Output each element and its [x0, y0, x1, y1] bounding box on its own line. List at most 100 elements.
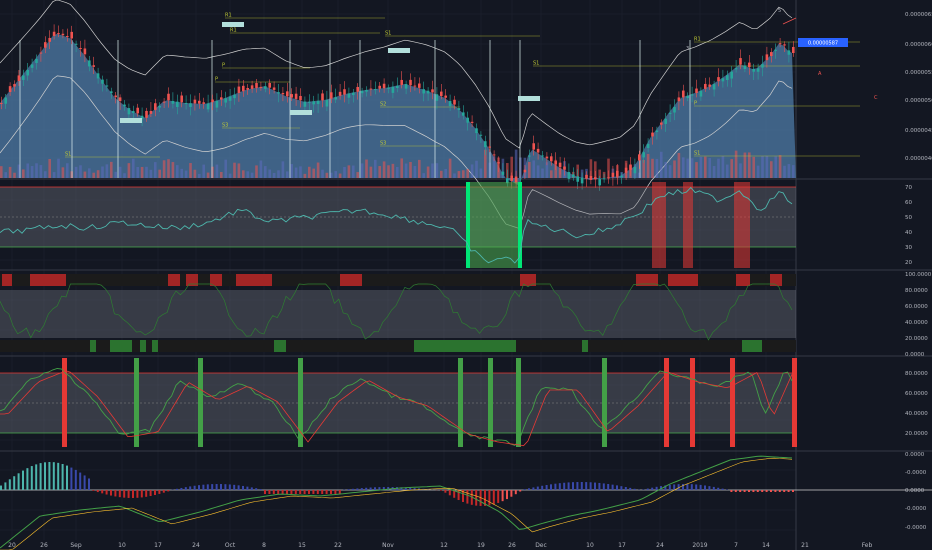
macd-hist-bar	[224, 484, 227, 490]
x-axis: 20 26 Sep 10 17 24 Oct 8 15 22 Nov 12 19 26 Dec 10 17 24 2…	[8, 542, 872, 549]
macd-hist-bar	[444, 490, 447, 493]
candle-body	[211, 99, 214, 103]
candle-body	[365, 89, 368, 92]
candle-body	[497, 162, 500, 164]
y-tick-label: 0.00000450	[905, 128, 932, 134]
stochastic-sell-bar	[62, 358, 67, 447]
candle-body	[602, 178, 606, 180]
x-tick-label: 21	[801, 542, 809, 549]
volume-bar	[382, 161, 386, 178]
macd-hist-bar	[127, 490, 130, 498]
macd-hist-bar	[211, 484, 214, 490]
macd-hist-bar	[774, 490, 777, 492]
candle-body	[154, 103, 157, 110]
volume-bar	[664, 162, 667, 178]
volume-bar	[413, 165, 417, 178]
macd-hist-bar	[378, 487, 381, 490]
volume-bar	[132, 158, 135, 178]
candle-body	[470, 121, 474, 123]
pivot-label: S1	[694, 151, 700, 157]
candle-body	[488, 146, 491, 148]
candle-body	[554, 161, 557, 165]
volume-bar	[404, 163, 408, 178]
pivot-label: S1	[65, 152, 71, 158]
pivot-label: R1	[694, 37, 701, 43]
macd-hist-bar	[497, 490, 500, 503]
y-tick-label: 0.00000550	[905, 70, 932, 76]
macd-hist-bar	[413, 488, 416, 490]
stoch-rsi-tick-label: 20.0000	[905, 336, 928, 342]
volume-bar	[369, 166, 373, 178]
candle-body	[228, 96, 232, 101]
macd-hist-bar	[268, 490, 271, 494]
projection-line	[782, 17, 797, 25]
rsi-overbought-zone	[683, 182, 693, 268]
volume-bar	[435, 163, 439, 178]
volume-bar	[492, 156, 496, 178]
volume-bar	[118, 166, 122, 178]
macd-hist-bar	[752, 490, 755, 492]
stoch-rsi-overbought-bar	[236, 274, 266, 286]
candle-body	[198, 100, 201, 104]
stochastic-tick-label: 60.0000	[905, 391, 928, 397]
macd-hist-bar	[567, 482, 570, 490]
candle-body	[563, 166, 566, 170]
volume-bar	[677, 152, 681, 178]
volume-bar	[528, 161, 531, 178]
volume-bar	[96, 170, 100, 178]
candle-body	[712, 84, 716, 90]
wave-label: C	[874, 95, 878, 101]
candle-body	[110, 91, 113, 94]
candle-body	[136, 107, 139, 114]
volume-bar	[17, 164, 21, 178]
candle-body	[589, 176, 593, 180]
volume-bar	[79, 165, 82, 178]
macd-hist-bar	[88, 478, 90, 490]
volume-bar	[101, 166, 104, 178]
x-tick-label: 17	[618, 542, 626, 549]
candle-body	[426, 90, 430, 94]
macd-tick-label: -0.0000	[905, 506, 927, 512]
bollinger-upper	[0, 0, 793, 149]
macd-hist-bar	[114, 490, 117, 497]
x-tick-label: 15	[298, 542, 306, 549]
candle-body	[501, 171, 505, 175]
stoch-rsi-overbought-bar	[186, 274, 198, 286]
candle-body	[132, 111, 135, 113]
volume-bar	[140, 166, 144, 178]
candle-body	[594, 177, 597, 180]
volume-bar	[312, 168, 315, 178]
volume-bar	[338, 173, 342, 178]
stoch-rsi-pane: 100.0000 80.0000 60.0000 40.0000 20.0000 0.00…	[0, 272, 932, 358]
macd-hist-bar	[96, 490, 99, 493]
stoch-rsi-overbought-bar	[340, 274, 362, 286]
macd-hist-bar	[70, 467, 73, 490]
macd-hist-bar	[598, 482, 601, 490]
candle-body	[39, 52, 43, 54]
x-tick-label: 24	[192, 542, 200, 549]
candlesticks	[0, 24, 795, 196]
macd-hist-bar	[743, 490, 746, 492]
macd-hist-bar	[580, 482, 583, 490]
candle-body	[770, 52, 773, 56]
volume-bar	[778, 155, 782, 178]
candle-body	[783, 44, 786, 46]
candle-body	[585, 174, 588, 179]
macd-hist-bar	[532, 487, 535, 490]
volume-bar	[704, 156, 707, 178]
candle-body	[787, 50, 791, 55]
macd-hist-bar	[22, 470, 24, 490]
macd-hist-bar	[673, 484, 676, 490]
macd-hist-bar	[572, 482, 574, 490]
macd-hist-bar	[387, 487, 390, 490]
stochastic-tick-label: 40.0000	[905, 411, 928, 417]
candle-body	[409, 79, 412, 86]
candle-body	[92, 65, 95, 67]
macd-hist-bar	[52, 462, 55, 490]
stoch-rsi-oversold-bar	[414, 340, 516, 352]
macd-hist-bar	[756, 490, 759, 492]
macd-hist-bar	[66, 465, 68, 490]
candle-body	[567, 172, 571, 179]
macd-hist-bar	[264, 490, 266, 494]
